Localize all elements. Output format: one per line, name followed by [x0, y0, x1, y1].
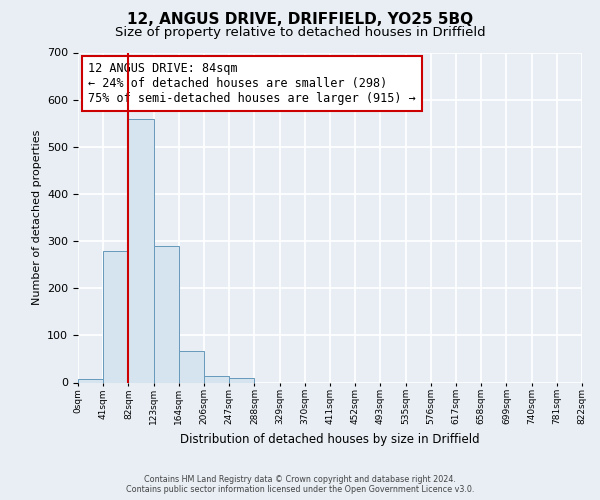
Text: 12, ANGUS DRIVE, DRIFFIELD, YO25 5BQ: 12, ANGUS DRIVE, DRIFFIELD, YO25 5BQ — [127, 12, 473, 28]
Bar — [78, 379, 103, 382]
Text: Size of property relative to detached houses in Driffield: Size of property relative to detached ho… — [115, 26, 485, 39]
Bar — [179, 351, 204, 382]
Text: Contains HM Land Registry data © Crown copyright and database right 2024.
Contai: Contains HM Land Registry data © Crown c… — [126, 474, 474, 494]
Y-axis label: Number of detached properties: Number of detached properties — [32, 130, 41, 305]
Bar — [204, 376, 229, 382]
Bar — [128, 118, 154, 382]
Text: 12 ANGUS DRIVE: 84sqm
← 24% of detached houses are smaller (298)
75% of semi-det: 12 ANGUS DRIVE: 84sqm ← 24% of detached … — [88, 62, 416, 106]
Bar — [229, 378, 254, 382]
Bar — [154, 246, 179, 382]
X-axis label: Distribution of detached houses by size in Driffield: Distribution of detached houses by size … — [180, 433, 480, 446]
Bar — [103, 250, 128, 382]
